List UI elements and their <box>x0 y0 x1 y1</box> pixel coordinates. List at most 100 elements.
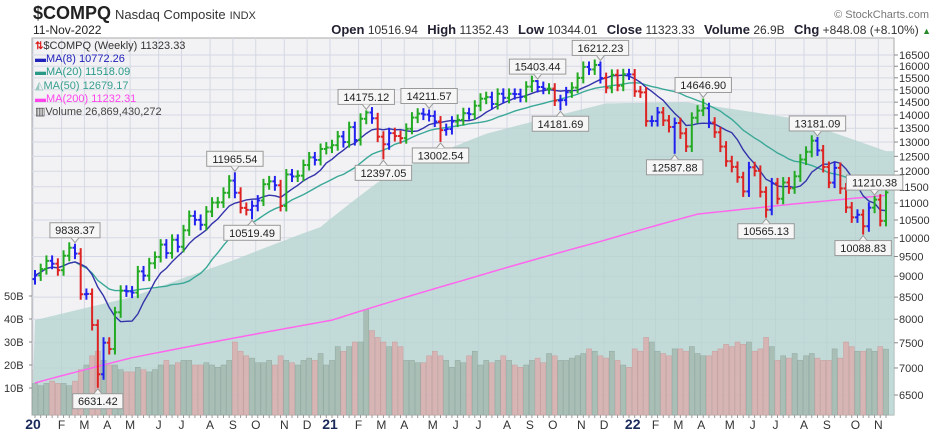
volume-bar <box>403 360 410 416</box>
y-tick-label: 9000 <box>899 271 923 283</box>
volume-bar <box>226 360 232 416</box>
volume-bar <box>871 350 878 416</box>
y-tick-label: 16000 <box>899 61 930 73</box>
volume-bar <box>826 360 832 416</box>
x-tick-label: A <box>400 418 408 432</box>
volume-bar <box>597 355 604 416</box>
volume-bar <box>631 348 638 416</box>
close-value: 11323.33 <box>645 23 695 37</box>
annotation-pointer <box>436 142 445 149</box>
annotation-label: 14211.57 <box>400 87 458 110</box>
chg-value: +848.08 (+8.10%) <box>822 23 919 37</box>
volume-bar <box>643 337 649 416</box>
area-swatch-icon: ◭ <box>35 79 44 92</box>
security-name: Nasdaq Composite <box>115 7 226 22</box>
volume-bar <box>677 348 684 416</box>
volume-bar <box>523 364 529 416</box>
volume-bar <box>506 360 512 416</box>
volume-bar <box>289 362 295 416</box>
x-tick-label: A <box>206 418 214 432</box>
volume-bar <box>123 371 130 416</box>
annotation-text: 11965.54 <box>212 154 257 166</box>
x-tick-label: A <box>103 418 111 432</box>
volume-bar <box>843 341 849 416</box>
annotation-label: 14175.12 <box>337 88 395 111</box>
volume-tick-label: 50B <box>4 291 24 303</box>
volume-bar <box>626 367 632 416</box>
exchange: INDX <box>229 10 256 22</box>
annotation-label: 16212.23 <box>571 39 630 62</box>
chart-title: $COMPQ Nasdaq Composite INDX <box>33 3 256 24</box>
volume-bar <box>312 360 318 416</box>
x-tick-label: 22 <box>625 416 641 432</box>
stockcharts-brand[interactable]: © StockCharts.com <box>834 9 929 21</box>
annotation-label: 6631.42 <box>72 387 124 410</box>
high-value: 11352.43 <box>459 23 509 37</box>
y-tick-label: 13000 <box>899 137 930 149</box>
volume-bar <box>820 360 826 416</box>
ma50-area <box>32 102 894 415</box>
x-tick-label: S <box>823 418 831 432</box>
volume-bar <box>374 337 381 416</box>
annotation-text: 14181.69 <box>538 119 584 131</box>
volume-bar <box>866 348 872 416</box>
volume-bar <box>49 380 55 416</box>
high-label: High <box>427 22 457 37</box>
volume-bar <box>569 357 575 416</box>
annotation-label: 10519.49 <box>223 219 281 241</box>
volume-bar <box>300 360 307 416</box>
x-tick-label: A <box>800 418 808 432</box>
volume-bar <box>60 383 67 416</box>
up-arrow-icon: ▲ <box>922 26 931 36</box>
annotation-pointer <box>813 130 822 137</box>
volume-bar <box>483 360 490 416</box>
volume-bar <box>66 385 73 416</box>
volume-bar <box>728 346 735 416</box>
volume-bar <box>711 350 718 416</box>
volume-bar <box>563 360 569 416</box>
volume-bar <box>460 362 467 416</box>
x-tick-label: M <box>725 418 735 432</box>
volume-bar <box>540 362 547 416</box>
low-label: Low <box>517 22 544 37</box>
legend-volume: ▥Volume 26,869,430,272 <box>35 106 162 119</box>
volume-bar <box>689 346 695 416</box>
volume-bars-icon: ▥ <box>35 106 46 119</box>
volume-bar <box>694 353 701 416</box>
volume-bar <box>369 330 375 416</box>
annotation-text: 11210.38 <box>852 178 897 190</box>
volume-bar <box>534 357 541 416</box>
volume-bar <box>294 364 301 416</box>
volume-bar <box>163 360 170 416</box>
volume-bar <box>209 364 215 416</box>
volume-bar <box>380 341 387 416</box>
annotation-text: 14211.57 <box>407 91 452 103</box>
volume-bar <box>471 350 478 416</box>
x-tick-label: S <box>526 418 534 432</box>
volume-bar <box>157 364 164 416</box>
annotation-pointer <box>556 110 565 117</box>
x-tick-label: J <box>475 418 481 432</box>
x-tick-label: O <box>851 418 860 432</box>
volume-bar <box>203 362 210 416</box>
volume-bar <box>654 350 661 416</box>
annotation-label: 11210.38 <box>845 174 904 196</box>
x-tick-label: A <box>503 418 511 432</box>
volume-bar <box>106 364 113 416</box>
x-tick-label: D <box>600 418 609 432</box>
volume-bar <box>397 346 404 416</box>
annotation-label: 14181.69 <box>531 110 590 132</box>
ohlc-bars-icon: ⇅ <box>35 41 44 52</box>
x-tick-label: M <box>673 418 683 432</box>
annotation-label: 10565.13 <box>737 217 795 240</box>
volume-bar <box>32 383 38 416</box>
volume-tick-label: 10B <box>4 383 24 395</box>
annotation-label: 10088.83 <box>834 234 892 257</box>
volume-bar <box>77 369 84 416</box>
y-tick-label: 13500 <box>899 123 930 135</box>
annotation-pointer <box>361 104 371 111</box>
volume-bar <box>260 362 267 416</box>
open-value: 10516.94 <box>367 23 418 37</box>
volume-bar <box>500 355 507 416</box>
